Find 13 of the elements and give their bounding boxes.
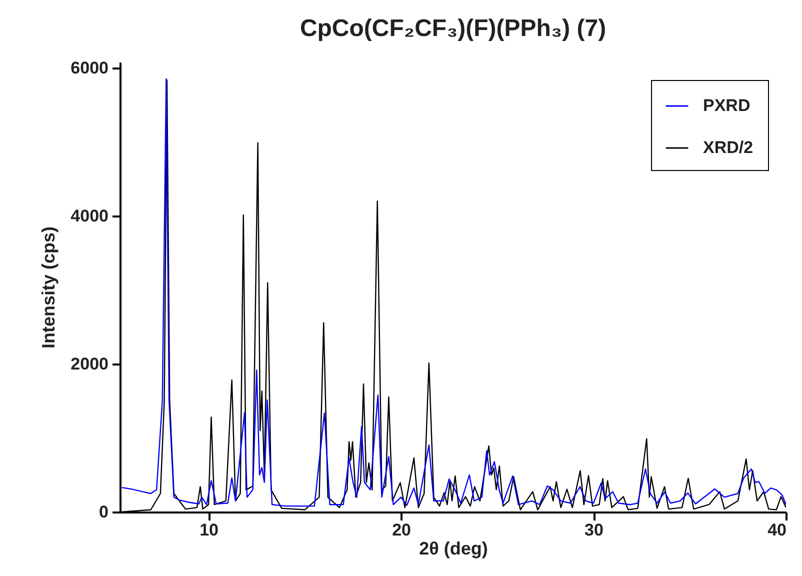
y-tick-label: 6000 bbox=[70, 58, 108, 78]
chart-title: CpCo(CF₂CF₃)(F)(PPh₃) (7) bbox=[300, 14, 606, 42]
x-axis-title: 2θ (deg) bbox=[419, 538, 488, 558]
x-tick-label: 40 bbox=[768, 520, 786, 540]
legend-label: PXRD bbox=[703, 96, 750, 115]
y-axis-title: Intensity (cps) bbox=[38, 226, 59, 349]
y-tick-label: 0 bbox=[99, 502, 108, 522]
y-tick-label: 4000 bbox=[70, 206, 108, 226]
x-tick-label: 30 bbox=[584, 520, 604, 540]
x-tick-label: 20 bbox=[392, 520, 411, 540]
x-tick-label: 10 bbox=[200, 520, 219, 540]
y-tick-label: 2000 bbox=[70, 354, 108, 374]
legend-label: XRD/2 bbox=[703, 138, 754, 157]
